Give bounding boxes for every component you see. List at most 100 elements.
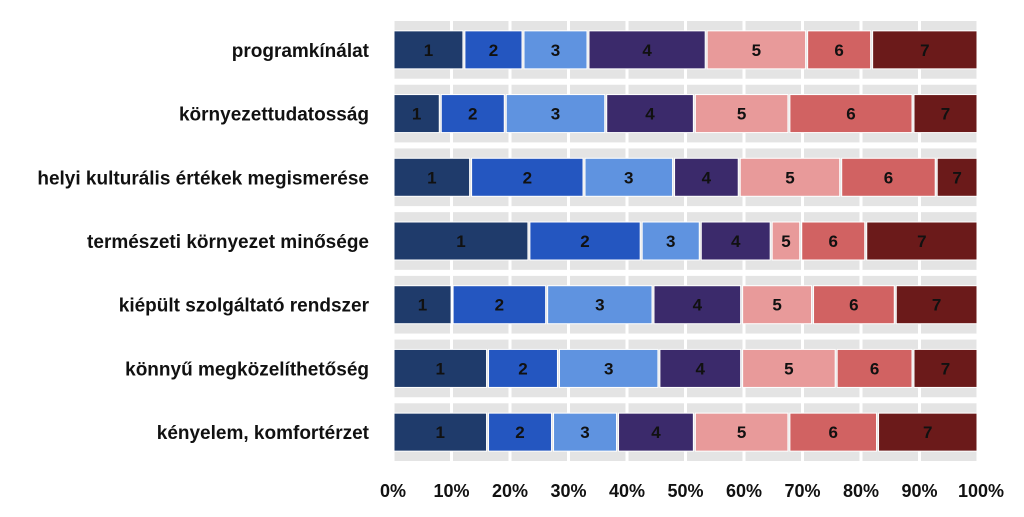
bar-segment: [913, 348, 978, 388]
segment-label: 3: [666, 232, 675, 251]
bar-segment: [659, 348, 742, 388]
bar-segment: [936, 157, 978, 197]
segment-label: 1: [418, 296, 427, 315]
category-label: könnyű megközelíthetőség: [125, 359, 369, 380]
bar-segment: [742, 285, 813, 325]
segment-label: 2: [515, 423, 524, 442]
x-tick-label: 50%: [667, 481, 703, 501]
segment-label: 4: [645, 105, 655, 124]
bar-segment: [694, 412, 789, 452]
bar-segment: [393, 30, 464, 70]
bar-segment: [674, 157, 739, 197]
bar-segment: [584, 157, 674, 197]
segment-label: 4: [693, 296, 703, 315]
segment-label: 5: [781, 232, 790, 251]
bar-segment: [588, 30, 706, 70]
bar-segment: [452, 285, 547, 325]
bar-segment: [841, 157, 936, 197]
bar-segment: [813, 285, 895, 325]
segment-label: 5: [785, 168, 794, 187]
segment-label: 7: [932, 296, 941, 315]
segment-label: 5: [784, 359, 793, 378]
bar-segment: [836, 348, 913, 388]
bar-segment: [878, 412, 978, 452]
segment-label: 7: [920, 41, 929, 60]
category-label: kényelem, komfortérzet: [157, 423, 370, 444]
segment-label: 3: [551, 41, 560, 60]
x-tick-label: 90%: [901, 481, 937, 501]
segment-label: 1: [427, 168, 436, 187]
bar-segment: [866, 221, 978, 261]
segment-label: 3: [595, 296, 604, 315]
bar-segment: [739, 157, 841, 197]
bar-segment: [440, 94, 505, 134]
bar-segment: [742, 348, 836, 388]
segment-label: 7: [941, 105, 950, 124]
bar-segment: [694, 94, 789, 134]
x-tick-label: 40%: [609, 481, 645, 501]
segment-label: 6: [846, 105, 855, 124]
bar-segment: [641, 221, 700, 261]
segment-label: 7: [917, 232, 926, 251]
bar-segment: [529, 221, 641, 261]
segment-label: 7: [923, 423, 932, 442]
segment-label: 4: [696, 359, 706, 378]
category-label: természeti környezet minősége: [87, 232, 369, 253]
bar-segment: [393, 285, 452, 325]
bar-segment: [547, 285, 653, 325]
bar-segment: [653, 285, 742, 325]
segment-label: 1: [436, 359, 445, 378]
segment-label: 2: [489, 41, 498, 60]
segment-label: 4: [702, 168, 712, 187]
segment-label: 3: [580, 423, 589, 442]
bar-segment: [523, 30, 588, 70]
bar-segment: [393, 94, 440, 134]
category-label: kiépült szolgáltató rendszer: [119, 296, 370, 317]
x-tick-label: 70%: [784, 481, 820, 501]
segment-label: 6: [884, 168, 893, 187]
segment-label: 3: [604, 359, 613, 378]
bar-segment: [807, 30, 872, 70]
bar-segment: [553, 412, 618, 452]
bar-segment: [393, 157, 471, 197]
segment-label: 2: [495, 296, 504, 315]
segment-label: 2: [523, 168, 532, 187]
segment-label: 5: [772, 296, 781, 315]
segment-label: 4: [651, 423, 661, 442]
segment-label: 4: [731, 232, 741, 251]
segment-label: 5: [737, 423, 746, 442]
bar-segment: [789, 412, 878, 452]
bar-segment: [706, 30, 807, 70]
bar-segment: [700, 221, 771, 261]
bar-segment: [471, 157, 584, 197]
bar-segment: [789, 94, 913, 134]
segment-label: 7: [941, 359, 950, 378]
segment-label: 1: [436, 423, 445, 442]
bar-segment: [618, 412, 694, 452]
segment-label: 6: [828, 232, 837, 251]
segment-label: 2: [580, 232, 589, 251]
segment-label: 1: [424, 41, 433, 60]
x-tick-label: 60%: [726, 481, 762, 501]
bar-segment: [872, 30, 978, 70]
bar-segment: [488, 412, 553, 452]
bar-segment: [488, 348, 558, 388]
segment-label: 7: [952, 168, 961, 187]
x-tick-label: 10%: [433, 481, 469, 501]
segment-label: 3: [551, 105, 560, 124]
x-tick-label: 0%: [380, 481, 406, 501]
x-tick-label: 80%: [843, 481, 879, 501]
category-label: környezettudatosság: [179, 105, 369, 126]
bar-segment: [393, 221, 529, 261]
category-label: programkínálat: [232, 41, 370, 62]
bar-segment: [558, 348, 659, 388]
segment-label: 1: [412, 105, 421, 124]
segment-label: 1: [456, 232, 465, 251]
bar-segment: [771, 221, 801, 261]
segment-label: 4: [642, 41, 652, 60]
bar-segment: [801, 221, 866, 261]
bar-segment: [393, 348, 488, 388]
x-tick-label: 100%: [958, 481, 1004, 501]
